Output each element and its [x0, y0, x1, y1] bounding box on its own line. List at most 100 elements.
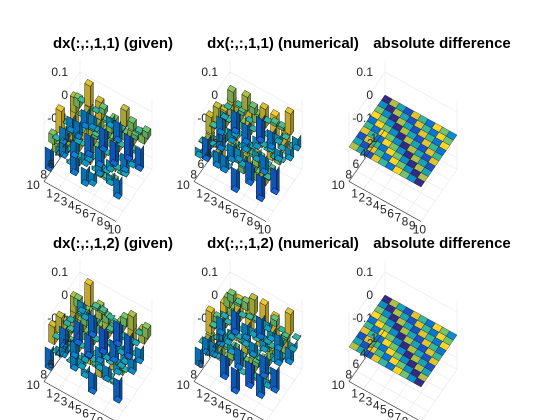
- bar-top: [209, 120, 219, 129]
- bar: [84, 278, 94, 308]
- bar: [134, 344, 145, 365]
- bar-top: [66, 125, 76, 134]
- bar: [255, 372, 266, 400]
- bar: [59, 138, 69, 160]
- bar-top: [273, 137, 284, 146]
- bar-top: [120, 357, 130, 366]
- gridline: [356, 370, 429, 412]
- y-tick-label: 8: [190, 368, 197, 382]
- x-tick-label: 2: [358, 191, 365, 205]
- z-tick-label: 0.1: [51, 65, 68, 79]
- x-tick-label: 1: [351, 187, 358, 201]
- x-tick-label: 3: [61, 195, 68, 209]
- x-tick-label: 5: [380, 403, 387, 417]
- bar-top: [219, 311, 230, 320]
- y-axis-line: [43, 329, 81, 382]
- bar: [127, 355, 137, 376]
- bar-top: [109, 159, 119, 167]
- x-tick-label: 4: [218, 399, 225, 413]
- y-tick-label: 8: [345, 168, 352, 182]
- y-tick-label: 1: [66, 331, 73, 345]
- y-tick-label: 4: [55, 347, 62, 361]
- y-tick-label: 6: [198, 157, 205, 171]
- x-tick-label: 8: [402, 215, 409, 229]
- bar-top: [48, 319, 58, 328]
- bar-top: [216, 339, 226, 348]
- y-tick-label: 10: [331, 178, 345, 192]
- bar: [259, 152, 269, 176]
- bar-top: [234, 100, 244, 108]
- bar: [288, 339, 298, 353]
- bar-top: [123, 351, 134, 360]
- y-axis-line: [193, 129, 231, 182]
- bar-top: [98, 347, 109, 356]
- bar-top: [73, 132, 83, 140]
- x-tick-label: 4: [373, 199, 380, 213]
- bar-top: [270, 385, 280, 394]
- bar-top: [95, 95, 105, 104]
- bar-top: [223, 317, 233, 326]
- gridline: [116, 369, 153, 420]
- y-tick-label: 10: [176, 178, 190, 192]
- bar: [69, 152, 80, 177]
- bar-top: [252, 154, 262, 163]
- x-tick-label: 10: [108, 223, 122, 237]
- bar-top: [248, 124, 259, 133]
- bar-top: [284, 307, 295, 316]
- x-tick-label: 4: [68, 399, 75, 413]
- bar-top: [234, 297, 244, 306]
- y-tick-label: 2: [367, 136, 374, 150]
- bar: [284, 106, 295, 136]
- bar-top: [55, 104, 65, 113]
- bar-top: [134, 163, 145, 172]
- y-tick-label: 4: [360, 347, 367, 361]
- y-tick-label: 10: [176, 378, 190, 392]
- y-tick-label: 1: [371, 131, 378, 145]
- gridline: [79, 271, 153, 313]
- bar-top: [80, 159, 91, 168]
- y-tick-label: 1: [371, 331, 378, 345]
- bar: [113, 118, 123, 144]
- bar-top: [284, 153, 295, 162]
- bar-top: [134, 328, 145, 337]
- bar-face: [284, 311, 292, 336]
- y-tick-label: 1: [66, 131, 73, 145]
- bar: [80, 107, 91, 130]
- bar-top: [105, 120, 116, 129]
- bar: [230, 307, 241, 337]
- bar-top: [245, 381, 255, 390]
- bar-top: [241, 295, 251, 304]
- bar-top: [80, 371, 91, 379]
- x-tick-label: 3: [211, 195, 218, 209]
- bar-top: [95, 356, 105, 364]
- bar-top: [73, 293, 83, 301]
- bar: [255, 114, 266, 145]
- bar-top: [116, 347, 127, 356]
- x-tick-label: 7: [89, 411, 96, 420]
- bar-top: [59, 341, 69, 350]
- gridline: [363, 160, 436, 201]
- y-tick-label: 6: [353, 157, 360, 171]
- bar: [245, 158, 255, 187]
- bar: [219, 152, 230, 174]
- bar-top: [102, 374, 112, 383]
- x-axis-line: [43, 181, 117, 222]
- x-tick-label: 6: [82, 207, 89, 221]
- bar-top: [259, 102, 269, 111]
- bar: [270, 165, 280, 196]
- y-tick-label: 2: [212, 136, 219, 150]
- bar-top: [194, 359, 205, 368]
- bar: [113, 176, 123, 201]
- bar-top: [194, 150, 205, 159]
- surface-cell: [413, 177, 425, 188]
- bar: [248, 292, 259, 316]
- bar-top: [80, 178, 91, 187]
- y-tick-label: 8: [345, 368, 352, 382]
- z-tick-label: 0.1: [201, 265, 218, 279]
- bar-top: [113, 367, 123, 376]
- x-axis-line: [348, 381, 419, 420]
- bar-top: [113, 395, 123, 404]
- bar: [77, 298, 87, 315]
